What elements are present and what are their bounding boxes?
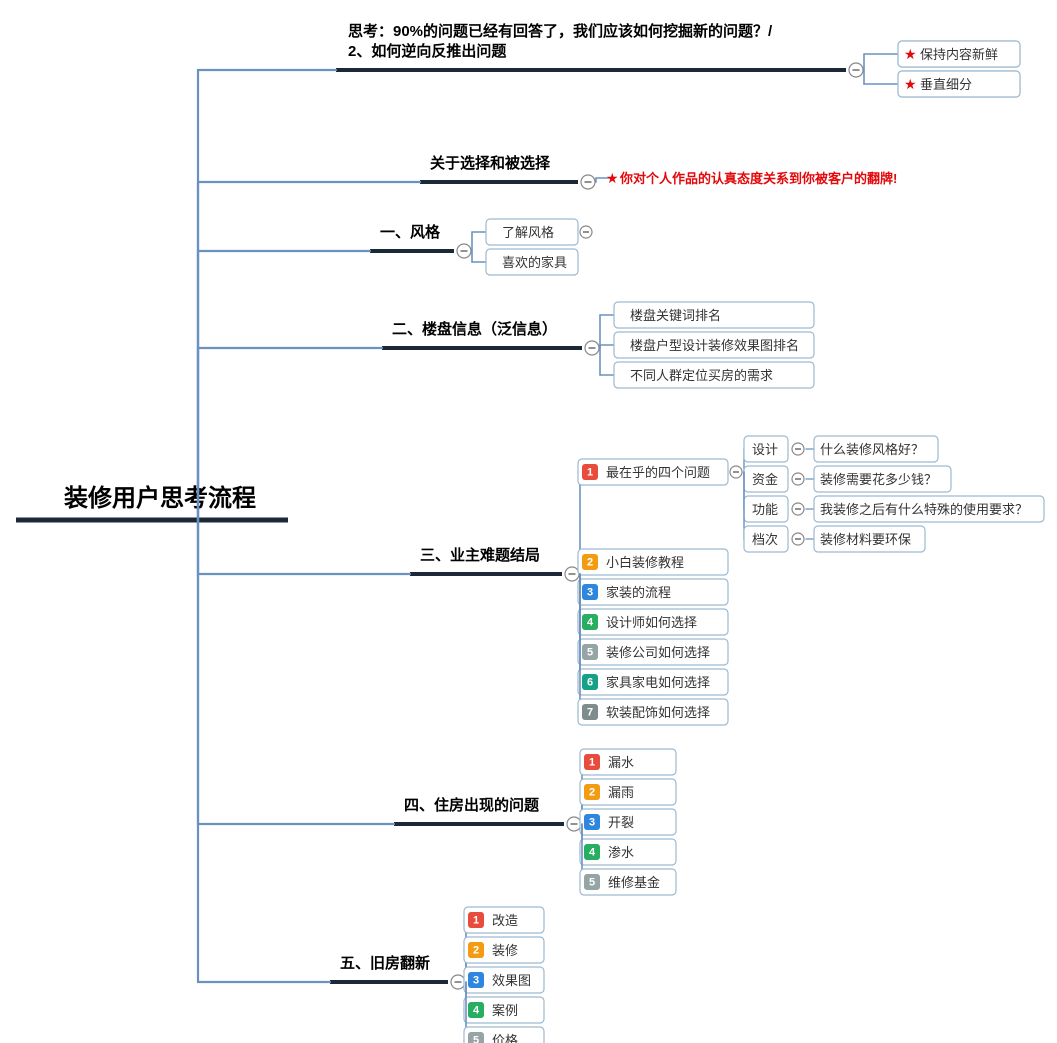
svg-text:4: 4 xyxy=(473,1004,480,1016)
subleaf: 档次 xyxy=(752,532,778,547)
svg-text:6: 6 xyxy=(587,676,593,688)
svg-text:★: ★ xyxy=(606,170,619,186)
leaf: 渗水 xyxy=(608,845,634,860)
leaf: 楼盘关键词排名 xyxy=(630,308,721,323)
sub-leaf-text: 装修需要花多少钱？ xyxy=(820,472,937,487)
leaf: 改造 xyxy=(492,913,518,928)
leaf: 维修基金 xyxy=(608,875,660,890)
svg-text:5: 5 xyxy=(589,876,595,888)
leaf: 价格 xyxy=(492,1033,518,1043)
sub-leaf-text: 装修材料要环保 xyxy=(820,532,911,547)
svg-text:1: 1 xyxy=(473,914,479,926)
svg-text:3: 3 xyxy=(473,974,479,986)
leaf: 开裂 xyxy=(608,815,634,830)
leaf: 家装的流程 xyxy=(606,585,671,600)
leaf: 了解风格 xyxy=(502,225,554,240)
leaf: 最在乎的四个问题 xyxy=(606,465,710,480)
leaf: 不同人群定位买房的需求 xyxy=(630,368,773,383)
subleaf: 功能 xyxy=(752,502,778,517)
leaf: 漏水 xyxy=(608,755,634,770)
leaf: 效果图 xyxy=(492,973,531,988)
root-title: 装修用户思考流程 xyxy=(64,484,256,512)
svg-text:5: 5 xyxy=(473,1034,479,1043)
svg-text:5: 5 xyxy=(587,646,593,658)
svg-text:★: ★ xyxy=(904,46,917,62)
svg-text:2: 2 xyxy=(589,786,595,798)
svg-text:1: 1 xyxy=(589,756,595,768)
branch-b2: 二、楼盘信息（泛信息） xyxy=(392,320,557,338)
svg-text:3: 3 xyxy=(587,586,593,598)
svg-text:★: ★ xyxy=(904,76,917,92)
branch-b4: 四、住房出现的问题 xyxy=(404,796,540,814)
sub-leaf-text: 我装修之后有什么特殊的使用要求？ xyxy=(820,502,1028,517)
svg-text:3: 3 xyxy=(589,816,595,828)
leaf: 家具家电如何选择 xyxy=(606,675,710,690)
subleaf: 设计 xyxy=(752,442,778,457)
svg-text:7: 7 xyxy=(587,706,593,718)
branch-b1: 一、风格 xyxy=(380,223,441,241)
leaf: 装修公司如何选择 xyxy=(606,645,710,660)
leaf: 漏雨 xyxy=(608,785,634,800)
leaf: 设计师如何选择 xyxy=(606,615,697,630)
svg-text:4: 4 xyxy=(589,846,596,858)
branch-think-l2: 2、如何逆向反推出问题 xyxy=(348,42,507,60)
leaf: 装修 xyxy=(492,943,518,958)
subleaf: 资金 xyxy=(752,472,778,487)
sub-leaf-text: 什么装修风格好？ xyxy=(820,442,924,457)
branch-think: 思考：90%的问题已经有回答了，我们应该如何挖掘新的问题？/ xyxy=(348,22,773,40)
leaf: 喜欢的家具 xyxy=(502,255,567,270)
leaf: 楼盘户型设计装修效果图排名 xyxy=(630,338,799,353)
branch-b5: 五、旧房翻新 xyxy=(340,954,430,972)
leaf: 软装配饰如何选择 xyxy=(606,705,710,720)
leaf: 案例 xyxy=(492,1003,518,1018)
leaf: 保持内容新鲜 xyxy=(920,47,998,62)
branch-choice: 关于选择和被选择 xyxy=(430,154,551,172)
svg-text:2: 2 xyxy=(587,556,593,568)
svg-text:4: 4 xyxy=(587,616,594,628)
leaf: 小白装修教程 xyxy=(606,555,684,570)
leaf: 垂直细分 xyxy=(920,77,972,92)
svg-text:2: 2 xyxy=(473,944,479,956)
leaf: 你对个人作品的认真态度关系到你被客户的翻牌! xyxy=(619,171,897,186)
svg-text:1: 1 xyxy=(587,466,593,478)
branch-b3: 三、业主难题结局 xyxy=(420,546,540,564)
